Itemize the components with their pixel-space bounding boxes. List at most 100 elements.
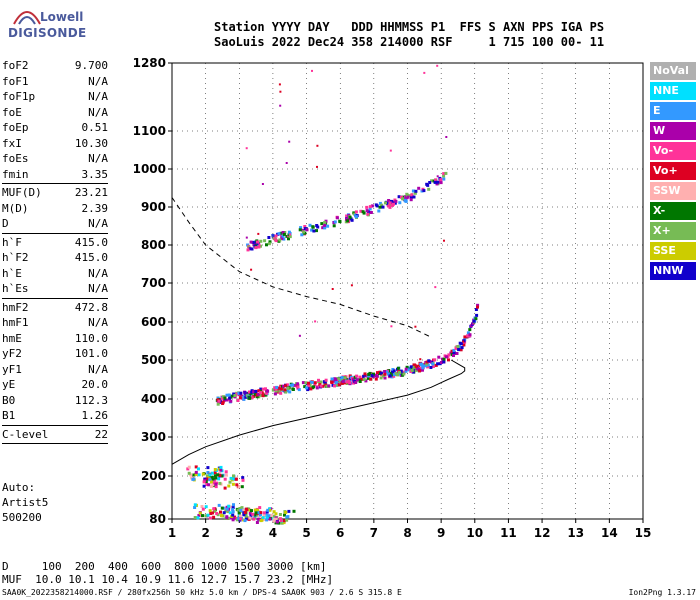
echo-point <box>424 364 428 368</box>
x-tick-label: 14 <box>601 526 618 540</box>
param-value: N/A <box>88 316 108 329</box>
echo-point <box>256 508 259 512</box>
param-value: 110.0 <box>74 331 108 345</box>
echo-point <box>193 503 197 507</box>
x-tick-label: 15 <box>635 526 652 540</box>
echo-point <box>383 376 387 380</box>
echo-point <box>363 372 367 376</box>
echo-point <box>271 388 275 392</box>
echo-point <box>343 376 347 380</box>
echo-point <box>321 226 325 230</box>
echo-point <box>462 340 465 343</box>
echo-point <box>198 511 202 515</box>
echo-point <box>386 372 390 376</box>
param-name: fmin <box>2 167 29 181</box>
echo-point <box>330 377 334 381</box>
echo-point <box>259 239 263 243</box>
echo-point <box>187 471 191 475</box>
echo-point <box>338 220 342 224</box>
echo-point <box>452 348 456 352</box>
echo-point <box>250 396 254 400</box>
echo-point <box>377 209 381 213</box>
echo-point <box>213 478 217 482</box>
echo-point <box>276 390 280 394</box>
param-row: h`E N/A <box>2 266 108 282</box>
param-value: 23.21 <box>74 186 108 199</box>
param-name: B1 <box>2 409 16 422</box>
header-labels: Station YYYY DAY DDD HHMMSS P1 FFS S AXN… <box>214 20 605 34</box>
echo-point <box>214 476 218 480</box>
echo-point <box>419 366 423 370</box>
param-value: N/A <box>88 152 108 165</box>
echo-point <box>215 512 219 515</box>
echo-point <box>412 195 416 199</box>
x-tick-label: 3 <box>235 526 243 540</box>
echo-point <box>431 365 435 368</box>
echo-point <box>442 172 446 176</box>
echo-point <box>414 189 418 193</box>
logo-arc-icon <box>13 11 41 25</box>
echo-point <box>278 517 282 521</box>
echo-point <box>274 389 278 393</box>
echo-point <box>252 390 256 394</box>
echo-point <box>383 372 387 376</box>
echo-point <box>337 377 341 381</box>
echo-point <box>407 368 411 372</box>
echo-point <box>233 394 237 397</box>
param-name: fxI <box>2 136 22 150</box>
echo-point <box>192 473 196 477</box>
x-tick-label: 13 <box>567 526 584 540</box>
x-tick-label: 8 <box>403 526 411 540</box>
param-separator <box>2 443 108 444</box>
legend-item: E <box>650 102 696 120</box>
x-tick-label: 9 <box>437 526 445 540</box>
echo-point <box>257 392 261 396</box>
echo-point <box>313 383 317 387</box>
echo-point <box>236 508 240 512</box>
echo-point <box>326 224 330 228</box>
echo-point <box>245 236 248 239</box>
echo-point <box>224 473 228 477</box>
echo-point <box>426 365 430 369</box>
echo-point <box>258 243 261 246</box>
echo-point <box>231 482 235 486</box>
x-tick-label: 12 <box>534 526 551 540</box>
echo-point <box>278 83 281 86</box>
legend-item: SSW <box>650 182 696 200</box>
param-value: 10.30 <box>74 136 108 150</box>
echo-point <box>263 239 267 243</box>
echo-point <box>244 517 248 521</box>
y-tick-label: 900 <box>141 200 166 214</box>
distance-row: D 100 200 400 600 800 1000 1500 3000 [km… <box>2 560 327 573</box>
echo-point <box>466 331 470 335</box>
echo-point <box>274 239 278 243</box>
echo-point <box>216 402 220 406</box>
echo-point <box>272 510 276 514</box>
header-values: SaoLuis 2022 Dec24 358 214000 RSF 1 715 … <box>214 35 605 49</box>
echo-point <box>428 181 432 184</box>
param-name: B0 <box>2 393 16 407</box>
echo-point <box>302 230 305 234</box>
plot-frame <box>171 62 644 520</box>
echo-point <box>442 357 446 361</box>
echo-point <box>299 226 303 230</box>
echo-point <box>241 508 245 512</box>
echo-point <box>249 514 253 518</box>
echo-point <box>442 174 446 178</box>
echo-point <box>398 201 402 205</box>
echo-point <box>418 369 422 373</box>
echo-point <box>252 394 256 398</box>
echo-point <box>436 175 439 178</box>
echo-point <box>430 179 434 183</box>
echo-point <box>227 504 231 508</box>
echo-point <box>197 467 200 471</box>
echo-point <box>261 516 265 520</box>
echo-point <box>206 471 210 474</box>
echo-point <box>476 303 480 307</box>
echo-point <box>335 383 339 387</box>
echo-point <box>228 480 232 484</box>
echo-point <box>476 305 479 309</box>
echo-point <box>288 140 291 143</box>
echo-point <box>376 371 379 375</box>
echo-point <box>265 510 269 514</box>
